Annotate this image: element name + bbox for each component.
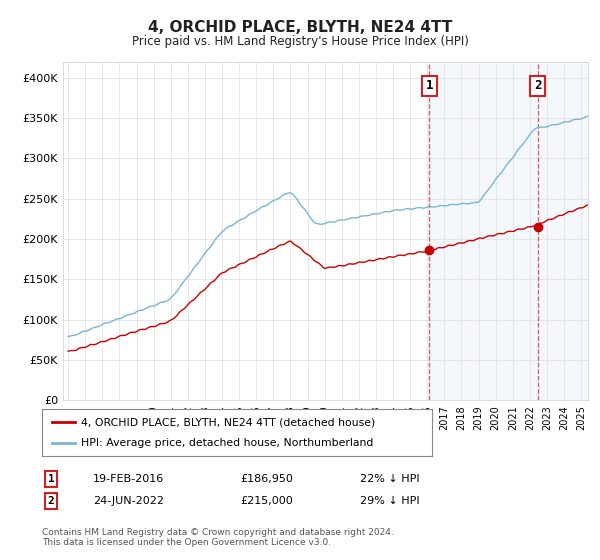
Text: 29% ↓ HPI: 29% ↓ HPI bbox=[360, 496, 419, 506]
Text: 1: 1 bbox=[425, 80, 433, 92]
Text: 1: 1 bbox=[47, 474, 55, 484]
Text: HPI: Average price, detached house, Northumberland: HPI: Average price, detached house, Nort… bbox=[81, 438, 373, 448]
Text: 4, ORCHID PLACE, BLYTH, NE24 4TT (detached house): 4, ORCHID PLACE, BLYTH, NE24 4TT (detach… bbox=[81, 417, 375, 427]
Text: £215,000: £215,000 bbox=[240, 496, 293, 506]
Text: 4, ORCHID PLACE, BLYTH, NE24 4TT: 4, ORCHID PLACE, BLYTH, NE24 4TT bbox=[148, 20, 452, 35]
Bar bbox=[430, 62, 600, 400]
Text: Price paid vs. HM Land Registry's House Price Index (HPI): Price paid vs. HM Land Registry's House … bbox=[131, 35, 469, 48]
Text: 2: 2 bbox=[534, 80, 542, 92]
Text: 2: 2 bbox=[47, 496, 55, 506]
Text: 19-FEB-2016: 19-FEB-2016 bbox=[93, 474, 164, 484]
Text: £186,950: £186,950 bbox=[240, 474, 293, 484]
Text: 24-JUN-2022: 24-JUN-2022 bbox=[93, 496, 164, 506]
Text: 22% ↓ HPI: 22% ↓ HPI bbox=[360, 474, 419, 484]
Text: Contains HM Land Registry data © Crown copyright and database right 2024.
This d: Contains HM Land Registry data © Crown c… bbox=[42, 528, 394, 547]
